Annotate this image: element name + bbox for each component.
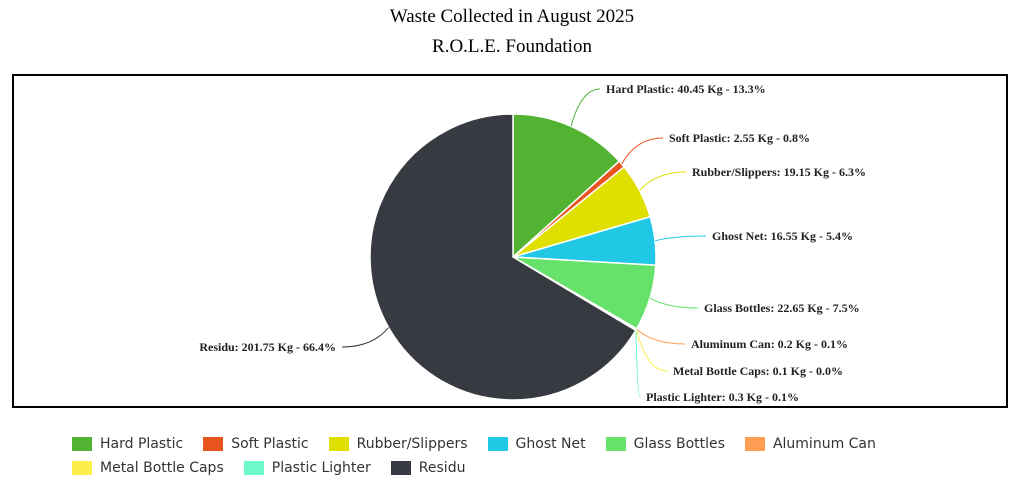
- legend-item[interactable]: Rubber/Slippers: [328, 436, 468, 452]
- chart-plot-area: Hard Plastic: 40.45 Kg - 13.3% Soft Plast…: [12, 74, 1008, 408]
- legend-label: Metal Bottle Caps: [100, 460, 224, 476]
- legend-swatch: [390, 461, 411, 475]
- chart-subtitle: R.O.L.E. Foundation: [432, 36, 592, 57]
- connector-line: [636, 328, 686, 345]
- connector-line: [635, 329, 641, 398]
- data-label: Hard Plastic: 40.45 Kg - 13.3%: [606, 82, 766, 96]
- legend-swatch: [72, 437, 92, 451]
- connector-line: [341, 327, 389, 348]
- legend-swatch: [744, 437, 765, 451]
- legend-item[interactable]: Hard Plastic: [72, 436, 183, 452]
- legend-label: Glass Bottles: [633, 436, 725, 452]
- legend-label: Soft Plastic: [231, 436, 309, 452]
- legend-row: Metal Bottle Caps Plastic Lighter Residu: [72, 456, 972, 480]
- legend-label: Aluminum Can: [772, 436, 876, 452]
- legend-label: Hard Plastic: [100, 436, 184, 452]
- connector-line: [635, 329, 668, 372]
- connector-line: [654, 235, 707, 242]
- data-label: Residu: 201.75 Kg - 66.4%: [199, 340, 336, 354]
- legend-swatch: [487, 437, 508, 451]
- legend-item[interactable]: Aluminum Can: [744, 436, 876, 452]
- legend-item[interactable]: Ghost Net: [487, 436, 586, 452]
- connector-line: [649, 297, 699, 309]
- data-label: Glass Bottles: 22.65 Kg - 7.5%: [704, 301, 860, 315]
- pie-slice-hard-plastic: [512, 113, 621, 259]
- legend-item[interactable]: Metal Bottle Caps: [72, 460, 224, 476]
- chart-title: Waste Collected in August 2025: [389, 6, 635, 27]
- legend-item[interactable]: Plastic Lighter: [243, 460, 371, 476]
- legend-label: Rubber/Slippers: [356, 436, 468, 452]
- chart-legend: Hard Plastic Soft Plastic Rubber/Slippers G…: [72, 432, 972, 480]
- legend-label: Residu: [418, 460, 466, 476]
- legend-label: Plastic Lighter: [271, 460, 371, 476]
- data-label: Aluminum Can: 0.2 Kg - 0.1%: [691, 337, 848, 351]
- pie-chart: Hard Plastic: 40.45 Kg - 13.3% Soft Plast…: [199, 82, 866, 404]
- legend-swatch: [328, 437, 349, 451]
- legend-swatch: [243, 461, 264, 475]
- connector-line: [621, 137, 664, 165]
- legend-label: Ghost Net: [515, 436, 586, 452]
- data-label: Ghost Net: 16.55 Kg - 5.4%: [712, 229, 853, 243]
- legend-item[interactable]: Soft Plastic: [203, 436, 309, 452]
- connector-line: [570, 88, 601, 127]
- data-label: Rubber/Slippers: 19.15 Kg - 6.3%: [692, 165, 866, 179]
- pie-slice-residu: [369, 113, 637, 401]
- data-label: Plastic Lighter: 0.3 Kg - 0.1%: [646, 390, 799, 404]
- legend-swatch: [72, 461, 92, 475]
- connector-line: [639, 171, 687, 191]
- legend-swatch: [605, 437, 626, 451]
- legend-row: Hard Plastic Soft Plastic Rubber/Slippers G…: [72, 432, 972, 456]
- data-label: Metal Bottle Caps: 0.1 Kg - 0.0%: [673, 364, 843, 378]
- legend-swatch: [203, 437, 224, 451]
- legend-item[interactable]: Glass Bottles: [605, 436, 725, 452]
- data-label: Soft Plastic: 2.55 Kg - 0.8%: [669, 131, 810, 145]
- legend-item[interactable]: Residu: [390, 460, 466, 476]
